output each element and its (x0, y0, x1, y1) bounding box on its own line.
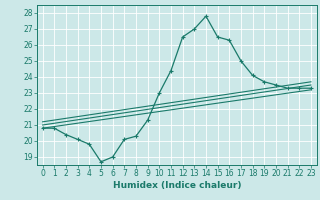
X-axis label: Humidex (Indice chaleur): Humidex (Indice chaleur) (113, 181, 241, 190)
